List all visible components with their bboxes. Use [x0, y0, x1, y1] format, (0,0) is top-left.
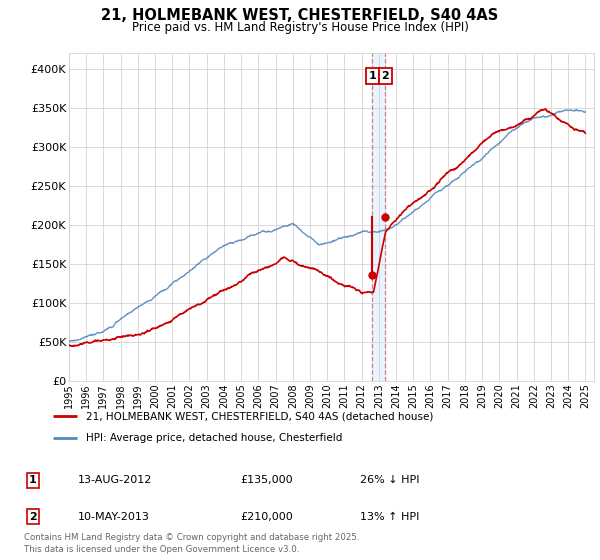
Text: £135,000: £135,000: [240, 475, 293, 485]
Text: Contains HM Land Registry data © Crown copyright and database right 2025.
This d: Contains HM Land Registry data © Crown c…: [24, 533, 359, 554]
Text: 13% ↑ HPI: 13% ↑ HPI: [360, 512, 419, 521]
Text: 26% ↓ HPI: 26% ↓ HPI: [360, 475, 419, 485]
Text: 1: 1: [368, 71, 376, 81]
Text: 10-MAY-2013: 10-MAY-2013: [78, 512, 150, 521]
Text: 21, HOLMEBANK WEST, CHESTERFIELD, S40 4AS: 21, HOLMEBANK WEST, CHESTERFIELD, S40 4A…: [101, 8, 499, 24]
Bar: [372, 53, 385, 381]
Text: 2: 2: [29, 512, 37, 521]
Text: 2: 2: [381, 71, 389, 81]
Text: £210,000: £210,000: [240, 512, 293, 521]
Text: HPI: Average price, detached house, Chesterfield: HPI: Average price, detached house, Ches…: [86, 433, 342, 443]
Text: 13-AUG-2012: 13-AUG-2012: [78, 475, 152, 485]
Text: Price paid vs. HM Land Registry's House Price Index (HPI): Price paid vs. HM Land Registry's House …: [131, 21, 469, 34]
Text: 1: 1: [29, 475, 37, 485]
Text: 21, HOLMEBANK WEST, CHESTERFIELD, S40 4AS (detached house): 21, HOLMEBANK WEST, CHESTERFIELD, S40 4A…: [86, 411, 433, 421]
